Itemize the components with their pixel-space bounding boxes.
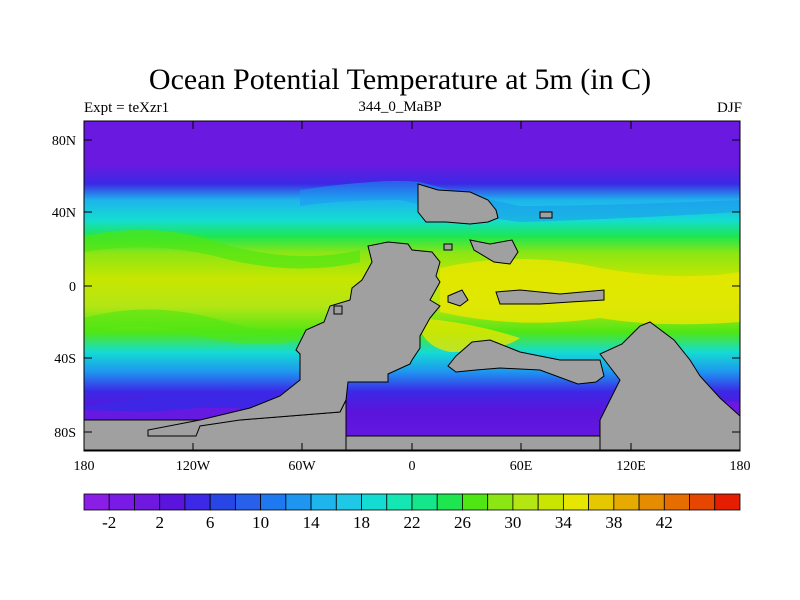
season-label: DJF xyxy=(716,100,742,116)
colorbar-swatch xyxy=(436,493,463,511)
y-tick-label: 0 xyxy=(69,280,76,295)
x-tick-label: 60W xyxy=(288,459,316,474)
colorbar-label: 30 xyxy=(504,513,521,532)
colorbar-swatch xyxy=(83,493,110,511)
colorbar-swatch xyxy=(361,493,388,511)
small-island-3 xyxy=(333,305,343,315)
colorbar-swatch xyxy=(134,493,161,511)
colorbar-label: -2 xyxy=(102,513,116,532)
y-tick-label: 80S xyxy=(54,426,76,441)
colorbar-label: 18 xyxy=(353,513,370,532)
small-island-1 xyxy=(539,211,553,219)
colorbar-label: 14 xyxy=(303,513,321,532)
colorbar-swatch xyxy=(512,493,539,511)
colorbar-label: 38 xyxy=(605,513,622,532)
map-title: Ocean Potential Temperature at 5m (in C) xyxy=(148,63,652,96)
colorbar-swatch xyxy=(411,493,438,511)
colorbar-label: 2 xyxy=(155,513,164,532)
colorbar-swatch xyxy=(613,493,640,511)
colorbar-swatch xyxy=(285,493,312,511)
colorbar-labels: -2 2 6 10 14 18 22 26 30 34 38 42 xyxy=(102,513,673,532)
green-wave-south xyxy=(84,309,300,345)
x-axis xyxy=(83,121,741,451)
colorbar-swatch xyxy=(663,493,690,511)
x-tick-label: 180 xyxy=(74,459,95,474)
experiment-label: Expt = teXzr1 xyxy=(84,100,170,116)
northern-landmass xyxy=(417,183,499,225)
colorbar-swatch xyxy=(714,493,741,511)
x-tick-label: 180 xyxy=(730,459,751,474)
australia-like-land xyxy=(599,321,740,451)
colorbar xyxy=(83,493,741,511)
small-island-2 xyxy=(443,243,453,251)
colorbar-label: 22 xyxy=(404,513,421,532)
colorbar-swatch xyxy=(209,493,236,511)
colorbar-swatch xyxy=(335,493,362,511)
x-tick-label: 120W xyxy=(176,459,211,474)
colorbar-swatch xyxy=(638,493,665,511)
colorbar-label: 34 xyxy=(555,513,573,532)
y-tick-label: 40S xyxy=(54,352,76,367)
colorbar-swatch xyxy=(159,493,186,511)
antarctica-east-shelf xyxy=(345,435,601,451)
y-axis xyxy=(84,139,740,433)
colorbar-swatch xyxy=(234,493,262,511)
colorbar-label: 6 xyxy=(206,513,215,532)
colorbar-swatch xyxy=(310,493,337,511)
y-tick-label: 80N xyxy=(52,134,76,149)
colorbar-swatch xyxy=(386,493,413,511)
time-label: 344_0_MaBP xyxy=(358,99,442,115)
colorbar-swatch xyxy=(487,493,514,511)
colorbar-label: 26 xyxy=(454,513,471,532)
southern-purple-pool xyxy=(84,408,240,420)
colorbar-swatch xyxy=(588,493,615,511)
green-wave-west xyxy=(84,229,360,269)
colorbar-swatch xyxy=(562,493,590,511)
southern-peninsula xyxy=(447,339,605,385)
colorbar-swatch xyxy=(462,493,489,511)
colorbar-swatch xyxy=(689,493,716,511)
indian-island-strip xyxy=(495,289,605,305)
x-tick-label: 60E xyxy=(510,459,533,474)
x-tick-label: 120E xyxy=(616,459,646,474)
colorbar-swatch xyxy=(108,493,135,511)
colorbar-label: 42 xyxy=(656,513,673,532)
africa-like-land xyxy=(447,289,469,307)
eastern-equatorial-land xyxy=(469,239,519,265)
x-tick-label: 0 xyxy=(409,459,416,474)
colorbar-swatch xyxy=(537,493,564,511)
colorbar-swatch xyxy=(184,493,211,511)
colorbar-label: 10 xyxy=(252,513,269,532)
northern-cold-tongue xyxy=(300,181,740,222)
western-supercontinent xyxy=(147,241,441,437)
colorbar-swatch xyxy=(260,493,287,511)
y-tick-label: 40N xyxy=(52,206,76,221)
